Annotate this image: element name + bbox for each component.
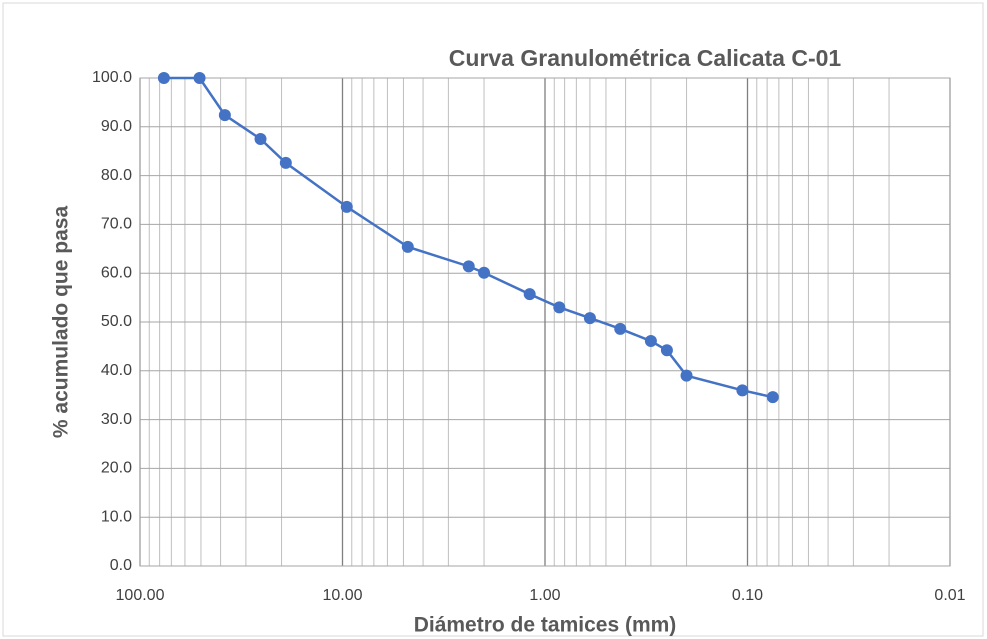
- chart-title: Curva Granulométrica Calicata C-01: [449, 45, 842, 71]
- y-tick-label: 50.0: [101, 313, 132, 330]
- y-tick-label: 90.0: [101, 118, 132, 135]
- x-tick-label: 100.00: [116, 587, 165, 604]
- x-tick-label: 10.00: [322, 587, 362, 604]
- data-point: [193, 72, 206, 84]
- y-tick-label: 20.0: [101, 460, 132, 477]
- y-tick-label: 0.0: [110, 557, 132, 574]
- y-tick-label: 100.0: [92, 69, 132, 86]
- data-point: [462, 260, 475, 273]
- data-point: [478, 266, 491, 279]
- y-tick-label: 60.0: [101, 264, 132, 281]
- data-point: [680, 369, 693, 382]
- data-point: [614, 322, 627, 335]
- data-point: [401, 240, 414, 253]
- data-point: [523, 288, 536, 301]
- y-tick-label: 70.0: [101, 216, 132, 233]
- data-point: [660, 344, 673, 357]
- data-point: [157, 72, 170, 84]
- data-point: [583, 312, 596, 325]
- y-tick-label: 80.0: [101, 167, 132, 184]
- data-point: [340, 200, 353, 213]
- data-point: [553, 301, 566, 314]
- x-tick-label: 1.00: [529, 587, 560, 604]
- x-tick-label: 0.01: [934, 587, 965, 604]
- x-tick-label: 0.10: [732, 587, 763, 604]
- data-point: [644, 335, 657, 348]
- x-axis-title: Diámetro de tamices (mm): [414, 614, 677, 637]
- y-axis-title: % acumulado que pasa: [50, 206, 73, 439]
- y-tick-label: 40.0: [101, 362, 132, 379]
- data-point: [766, 391, 779, 404]
- data-point: [736, 384, 749, 397]
- y-tick-label: 10.0: [101, 508, 132, 525]
- data-point: [218, 109, 231, 122]
- data-point: [279, 156, 292, 169]
- data-point: [254, 133, 267, 145]
- y-tick-label: 30.0: [101, 411, 132, 428]
- plot-border: [139, 77, 951, 567]
